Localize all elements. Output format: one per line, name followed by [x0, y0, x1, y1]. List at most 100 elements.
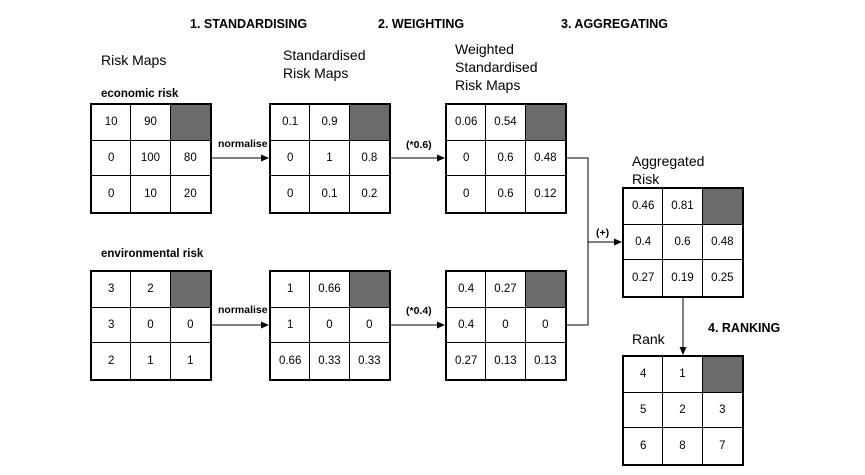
grid-cell: 0.66 [271, 343, 311, 379]
rank-label: Rank [632, 331, 665, 347]
grid-cell: 3 [702, 393, 742, 429]
grid-cell: 0.25 [711, 272, 734, 285]
weighted-label-line2: Standardised [455, 59, 538, 75]
economic-standardised-map: 0.1 0.9 0 1 0.8 0 0.1 0.2 [269, 103, 391, 214]
aggregated-label-line1: Aggregated [632, 153, 705, 169]
weight-environmental-label: (*0.4) [406, 305, 432, 317]
grid-cell: 0 [271, 176, 311, 212]
grid-cell: 0.6 [486, 140, 526, 177]
normalise-environmental-label: normalise [218, 304, 268, 316]
grid-cell: 0.8 [349, 141, 389, 177]
grid-cell: 0.4 [447, 307, 487, 344]
environmental-standardised-map: 1 0.66 1 0 0 0.66 0.33 0.33 [269, 270, 391, 381]
standardised-label-line1: Standardised [283, 47, 366, 63]
grid-cell: 0.48 [702, 225, 742, 261]
grid-cell: 5 [624, 392, 664, 429]
step-standardising-heading: 1. STANDARDISING [190, 17, 308, 31]
grid-cell: 90 [131, 105, 171, 141]
standardised-risk-maps-label: Standardised Risk Maps [283, 46, 366, 82]
grid-cell: 4 [624, 357, 664, 393]
grid-cell: 8 [663, 428, 703, 464]
grid-cell: 3 [92, 272, 132, 308]
grid-cell: 0.1 [310, 176, 350, 212]
grid-cell: 1 [131, 343, 171, 379]
nodata-cell [170, 105, 210, 141]
economic-weighted-map: 0.06 0.54 0 0.6 0.48 0 0.6 0.12 [445, 103, 567, 214]
step-aggregating-heading: 3. AGGREGATING [561, 17, 668, 31]
grid-cell: 0.27 [486, 272, 526, 308]
environmental-weighted-map: 0.4 0.27 0.4 0 0 0.27 0.13 0.13 [445, 270, 567, 381]
grid-cell: 0.4 [624, 224, 664, 261]
grid-cell: 0 [271, 140, 311, 177]
grid-cell: 0 [92, 140, 132, 177]
grid-cell: 0 [486, 307, 526, 344]
grid-cell: 7 [719, 440, 726, 453]
grid-cell: 0.9 [310, 105, 350, 141]
grid-cell: 0.19 [663, 260, 703, 296]
nodata-cell [170, 272, 210, 308]
grid-cell: 0 [447, 176, 487, 212]
grid-cell: 1 [310, 140, 350, 177]
grid-cell: 1 [187, 355, 194, 368]
grid-cell: 0.48 [525, 141, 565, 177]
grid-cell: 0 [349, 308, 389, 344]
nodata-cell [702, 189, 742, 225]
connector-environmental-to-sum [567, 242, 589, 326]
grid-cell: 0.13 [486, 343, 526, 379]
grid-cell: 0 [525, 308, 565, 344]
weighted-standardised-risk-maps-label: Weighted Standardised Risk Maps [455, 40, 538, 94]
grid-cell: 0.27 [447, 343, 487, 379]
grid-cell: 2 [92, 343, 132, 379]
grid-cell: 0 [310, 307, 350, 344]
grid-cell: 2 [131, 272, 171, 308]
weighted-label-line1: Weighted [455, 41, 514, 57]
grid-cell: 0.27 [624, 260, 664, 296]
grid-cell: 0.46 [624, 189, 664, 225]
grid-cell: 0.1 [271, 105, 311, 141]
grid-cell: 20 [183, 188, 197, 201]
grid-cell: 100 [131, 140, 171, 177]
step-weighting-heading: 2. WEIGHTING [378, 17, 465, 31]
sum-operation-label: (+) [596, 227, 610, 239]
grid-cell: 0.4 [447, 272, 487, 308]
grid-cell: 0 [92, 176, 132, 212]
grid-cell: 1 [663, 357, 703, 393]
grid-cell: 0.6 [663, 224, 703, 261]
risk-maps-label: Risk Maps [101, 52, 167, 68]
environmental-risk-label: environmental risk [101, 248, 204, 260]
grid-cell: 0.06 [447, 105, 487, 141]
nodata-cell [702, 357, 742, 393]
grid-cell: 1 [271, 272, 311, 308]
grid-cell: 1 [271, 307, 311, 344]
grid-cell: 0.12 [534, 188, 557, 201]
nodata-cell [525, 105, 565, 141]
grid-cell: 6 [624, 428, 664, 464]
grid-cell: 0 [447, 140, 487, 177]
nodata-cell [349, 272, 389, 308]
grid-cell: 0.13 [534, 355, 557, 368]
economic-risk-map: 10 90 0 100 80 0 10 20 [90, 103, 212, 214]
aggregated-label-line2: Risk [632, 171, 660, 187]
grid-cell: 0.81 [663, 189, 703, 225]
grid-cell: 80 [170, 141, 210, 177]
grid-cell: 0.33 [310, 343, 350, 379]
nodata-cell [349, 105, 389, 141]
aggregated-risk-label: Aggregated Risk [632, 152, 704, 188]
connector-economic-to-sum [567, 157, 589, 242]
grid-cell: 0.2 [361, 188, 378, 201]
grid-cell: 0.33 [358, 355, 381, 368]
grid-cell: 0 [131, 307, 171, 344]
economic-risk-label: economic risk [101, 88, 179, 100]
aggregated-risk-map: 0.46 0.81 0.4 0.6 0.48 0.27 0.19 0.25 [622, 187, 744, 298]
step-ranking-heading: 4. RANKING [708, 321, 781, 335]
grid-cell: 0.66 [310, 272, 350, 308]
weighted-label-line3: Risk Maps [455, 77, 521, 93]
weight-economic-label: (*0.6) [406, 139, 432, 151]
grid-cell: 2 [663, 392, 703, 429]
nodata-cell [525, 272, 565, 308]
grid-cell: 0.54 [486, 105, 526, 141]
standardised-label-line2: Risk Maps [283, 65, 349, 81]
